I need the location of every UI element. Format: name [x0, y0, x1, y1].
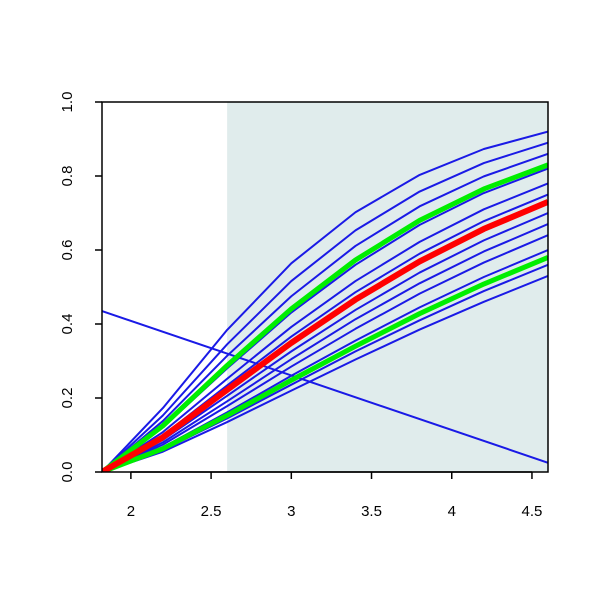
line: [102, 152, 548, 472]
line: [102, 310, 548, 464]
line: [102, 182, 548, 472]
y-tick-label: 0.2: [59, 388, 76, 409]
x-tick-label: 4.5: [522, 503, 543, 520]
y-tick-label: 0.8: [59, 166, 76, 187]
plot-area: [102, 102, 548, 472]
y-tick-label: 0.4: [59, 314, 76, 335]
x-tick-label: 3.5: [361, 503, 382, 520]
x-tick-label: 3: [287, 503, 295, 520]
y-tick-label: 0.6: [59, 240, 76, 261]
x-tick-label: 2.5: [201, 503, 222, 520]
x-tick-label: 4: [448, 503, 456, 520]
line: [102, 234, 548, 472]
axes: 2 2.5 3 3.5 4 4.5 0.0 0.2 0.4 0.6 0.8 1.0: [59, 92, 549, 520]
x-tick-label: 2: [127, 503, 135, 520]
line: [102, 130, 548, 472]
y-tick-label: 1.0: [59, 92, 76, 113]
line: [102, 141, 548, 472]
line: [102, 199, 548, 472]
y-tick-label: 0.0: [59, 462, 76, 483]
line: [102, 255, 548, 472]
line: [102, 223, 548, 472]
line: [102, 274, 548, 472]
line: [102, 162, 548, 472]
